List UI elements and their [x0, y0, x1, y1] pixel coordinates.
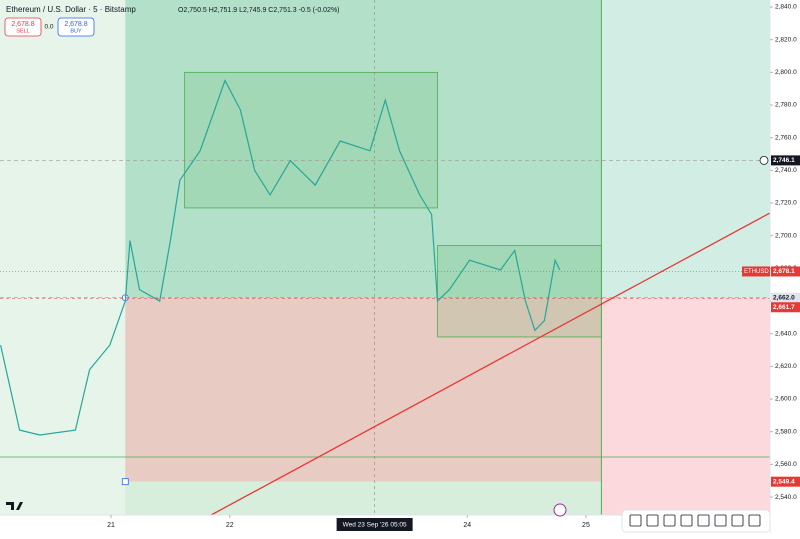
buy-label: BUY	[70, 28, 82, 34]
buy-box	[57, 17, 95, 37]
y-tick-label: 2,540.0	[775, 494, 797, 501]
level-label: 2,661.7	[773, 304, 795, 311]
level-tag	[771, 155, 800, 166]
y-tick-label: 2,760.0	[775, 134, 797, 141]
level-tag	[771, 476, 800, 487]
loss-zone	[125, 297, 602, 482]
bg-right	[601, 0, 770, 298]
y-tick-label: 2,820.0	[775, 36, 797, 43]
sell-label: SELL	[16, 28, 29, 34]
price-line	[0, 79, 561, 436]
bg-pos-low	[125, 481, 602, 515]
tool-icon[interactable]	[714, 514, 727, 527]
level-label: 2,678.1	[773, 268, 795, 275]
sell-price: 2,678.8	[11, 21, 34, 28]
bg-right-low	[601, 297, 770, 515]
symbol-title: Ethereum / U.S. Dollar · 5 · Bitstamp	[6, 5, 136, 14]
level-label: 2,662.0	[773, 294, 795, 301]
x-tick-label: 21	[107, 522, 115, 529]
y-tick-label: 2,720.0	[775, 200, 797, 207]
tool-icon[interactable]	[663, 514, 676, 527]
level-tag	[771, 302, 800, 313]
level-tag	[771, 292, 800, 303]
crosshair-label: Wed 23 Sep '26 05:05	[343, 522, 407, 529]
y-tick-label: 2,600.0	[775, 396, 797, 403]
box	[184, 71, 438, 209]
toolbar	[621, 509, 771, 533]
level-label: 2,549.4	[773, 478, 795, 485]
crosshair-tag	[336, 518, 413, 531]
handle	[121, 478, 129, 486]
tool-icon[interactable]	[629, 514, 642, 527]
x-tick-label: 22	[226, 522, 234, 529]
symbol-tag	[742, 266, 770, 277]
y-tick-label: 2,620.0	[775, 363, 797, 370]
box	[437, 245, 602, 338]
symbol-label: ETHUSD	[744, 269, 769, 275]
ohlc: O2,750.5 H2,751.9 L2,745.9 C2,751.3 -0.5…	[178, 7, 340, 14]
tool-icon[interactable]	[748, 514, 761, 527]
x-tick-label: 24	[463, 522, 471, 529]
y-tick-label: 2,780.0	[775, 102, 797, 109]
level-tag	[771, 266, 800, 277]
y-tick-label: 2,640.0	[775, 330, 797, 337]
replay-icon[interactable]	[553, 503, 567, 517]
y-tick-label: 2,560.0	[775, 461, 797, 468]
y-tick-label: 2,800.0	[775, 69, 797, 76]
y-tick-label: 2,740.0	[775, 167, 797, 174]
bg-left	[0, 0, 126, 515]
level-label: 2,746.1	[773, 157, 795, 164]
y-tick-label: 2,840.0	[775, 4, 797, 11]
spread: 0.0	[44, 24, 53, 31]
trendline	[206, 212, 771, 518]
sell-box	[4, 17, 42, 37]
tool-icon[interactable]	[680, 514, 693, 527]
tool-icon[interactable]	[697, 514, 710, 527]
y-tick-label: 2,700.0	[775, 232, 797, 239]
logo	[6, 502, 23, 510]
y-tick-label: 2,580.0	[775, 428, 797, 435]
buy-price: 2,678.8	[64, 21, 87, 28]
alert-icon[interactable]	[759, 155, 769, 165]
tool-icon[interactable]	[646, 514, 659, 527]
x-tick-label: 25	[582, 522, 590, 529]
tool-icon[interactable]	[731, 514, 744, 527]
